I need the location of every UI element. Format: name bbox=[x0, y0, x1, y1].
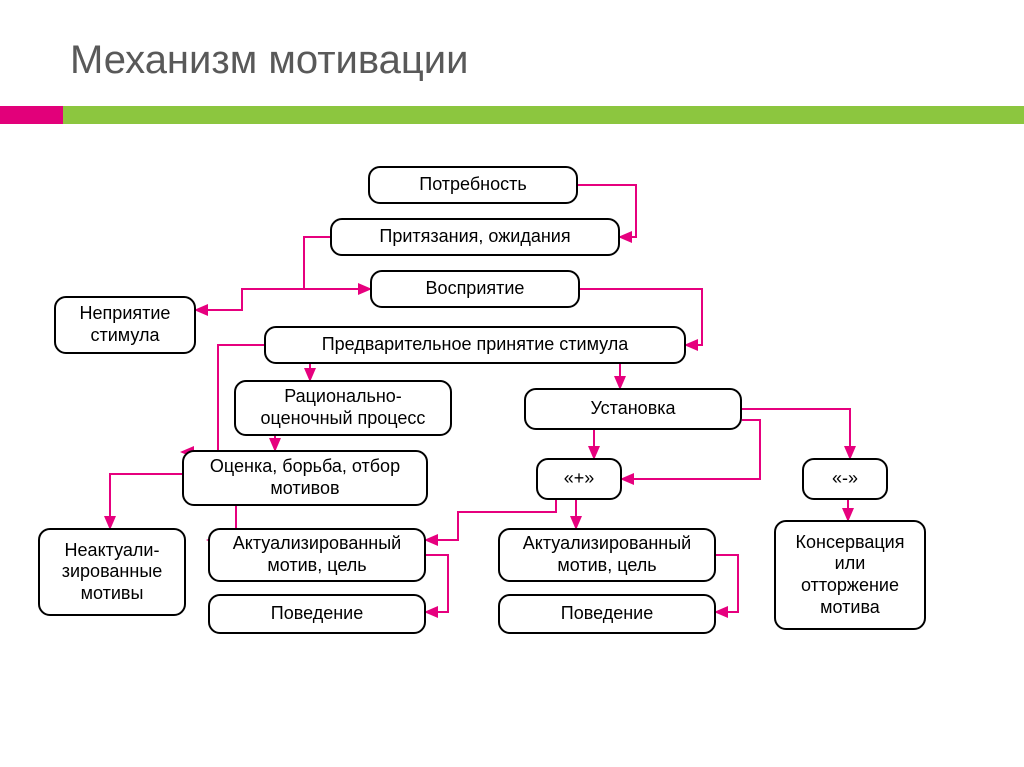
node-setting: Установка bbox=[524, 388, 742, 430]
node-behave1: Поведение bbox=[208, 594, 426, 634]
node-rational: Рационально-оценочный процесс bbox=[234, 380, 452, 436]
node-eval: Оценка, борьба, отбормотивов bbox=[182, 450, 428, 506]
arrows-layer bbox=[0, 0, 1024, 767]
node-nonactual: Неактуали-зированныемотивы bbox=[38, 528, 186, 616]
node-reject: Неприятиестимула bbox=[54, 296, 196, 354]
node-percept: Восприятие bbox=[370, 270, 580, 308]
node-need: Потребность bbox=[368, 166, 578, 204]
node-actual1: Актуализированныймотив, цель bbox=[208, 528, 426, 582]
flowchart: Потребность Притязания, ожидания Восприяти… bbox=[0, 0, 1024, 767]
node-minus: «-» bbox=[802, 458, 888, 500]
node-behave2: Поведение bbox=[498, 594, 716, 634]
node-actual2: Актуализированныймотив, цель bbox=[498, 528, 716, 582]
node-plus: «+» bbox=[536, 458, 622, 500]
node-preaccept: Предварительное принятие стимула bbox=[264, 326, 686, 364]
node-claims: Притязания, ожидания bbox=[330, 218, 620, 256]
node-conserve: Консервацияилиотторжениемотива bbox=[774, 520, 926, 630]
